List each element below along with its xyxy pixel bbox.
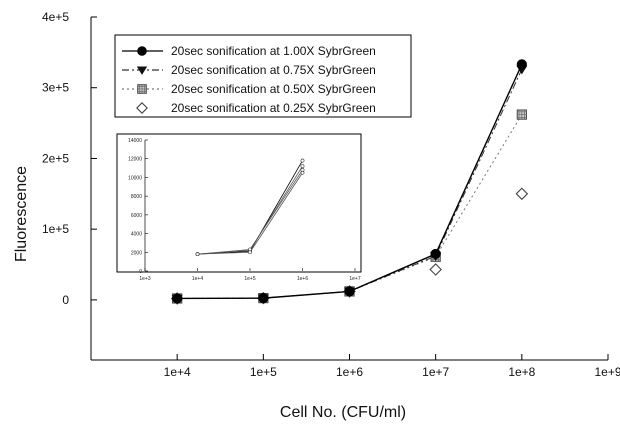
x-tick-label: 1e+5 bbox=[250, 365, 277, 379]
legend: 20sec sonification at 1.00X SybrGreen 20s… bbox=[114, 34, 412, 118]
data-point bbox=[516, 109, 527, 120]
legend-box bbox=[114, 34, 412, 118]
inset-data-point bbox=[300, 164, 305, 169]
legend-swatch-marker bbox=[136, 102, 148, 114]
series-1 bbox=[172, 59, 527, 304]
inset-data-point bbox=[300, 158, 305, 163]
legend-item: 20sec sonification at 0.75X SybrGreen bbox=[122, 63, 376, 77]
legend-label: 20sec sonification at 0.50X SybrGreen bbox=[171, 82, 376, 96]
legend-swatch-marker bbox=[136, 66, 148, 75]
x-tick-label: 1e+7 bbox=[422, 365, 449, 379]
main-plot-area: 0 1e+5 2e+5 3e+5 4e+5 1e+4 1e+5 1e+6 1e+7 1e+8 1e+… bbox=[42, 10, 620, 379]
inset-x-tick-label: 1e+6 bbox=[297, 276, 308, 282]
inset-x-tick-label: 1e+7 bbox=[349, 276, 360, 282]
inset-x-tick-label: 1e+4 bbox=[192, 276, 203, 282]
y-tick-label: 3e+5 bbox=[42, 81, 69, 95]
inset-x-tick-label: 1e+5 bbox=[244, 276, 255, 282]
inset-frame bbox=[116, 133, 362, 273]
inset-chart: 0 2000 4000 6000 8000 10000 12000 14000 1e+3 1e+4… bbox=[116, 133, 362, 282]
legend-label: 20sec sonification at 0.25X SybrGreen bbox=[171, 101, 376, 115]
inset-y-tick-label: 10000 bbox=[128, 175, 142, 181]
y-tick-label: 1e+5 bbox=[42, 222, 69, 236]
legend-label: 20sec sonification at 1.00X SybrGreen bbox=[171, 44, 376, 58]
data-point bbox=[429, 263, 442, 276]
data-point bbox=[172, 293, 183, 304]
series-line bbox=[177, 69, 523, 299]
x-tick-label: 1e+4 bbox=[164, 365, 191, 379]
data-point bbox=[515, 187, 529, 201]
data-point bbox=[430, 248, 441, 260]
inset-y-tick-label: 6000 bbox=[131, 213, 142, 219]
inset-series-4 bbox=[195, 170, 305, 257]
data-point bbox=[258, 293, 269, 304]
legend-item: 20sec sonification at 0.25X SybrGreen bbox=[136, 101, 376, 115]
x-tick-label: 1e+9 bbox=[594, 365, 620, 379]
series-line bbox=[177, 114, 523, 299]
inset-y-tick-label: 4000 bbox=[131, 232, 142, 238]
x-tick-label: 1e+6 bbox=[336, 365, 363, 379]
y-tick-label: 2e+5 bbox=[42, 151, 69, 165]
inset-data-point bbox=[195, 252, 200, 257]
inset-data-point bbox=[300, 170, 305, 175]
inset-y-tick-label: 8000 bbox=[131, 194, 142, 200]
inset-x-tick-label: 1e+3 bbox=[139, 276, 150, 282]
legend-item: 20sec sonification at 1.00X SybrGreen bbox=[122, 44, 376, 58]
data-point bbox=[344, 286, 355, 297]
legend-swatch-marker bbox=[137, 46, 147, 56]
legend-item: 20sec sonification at 0.50X SybrGreen bbox=[122, 82, 376, 96]
y-axis-label: Fluorescence bbox=[13, 166, 30, 262]
inset-y-tick-label: 0 bbox=[139, 269, 142, 275]
legend-label: 20sec sonification at 0.75X SybrGreen bbox=[171, 63, 376, 77]
x-tick-label: 1e+8 bbox=[508, 365, 535, 379]
y-tick-label: 0 bbox=[62, 293, 69, 307]
x-axis-label: Cell No. (CFU/ml) bbox=[280, 404, 406, 421]
inset-y-tick-label: 14000 bbox=[128, 138, 142, 144]
inset-y-tick-label: 12000 bbox=[128, 157, 142, 163]
inset-data-point bbox=[248, 250, 252, 255]
inset-y-tick-label: 2000 bbox=[131, 250, 142, 256]
data-point bbox=[516, 59, 527, 70]
y-tick-label: 4e+5 bbox=[42, 10, 69, 24]
legend-swatch-marker bbox=[137, 84, 147, 94]
